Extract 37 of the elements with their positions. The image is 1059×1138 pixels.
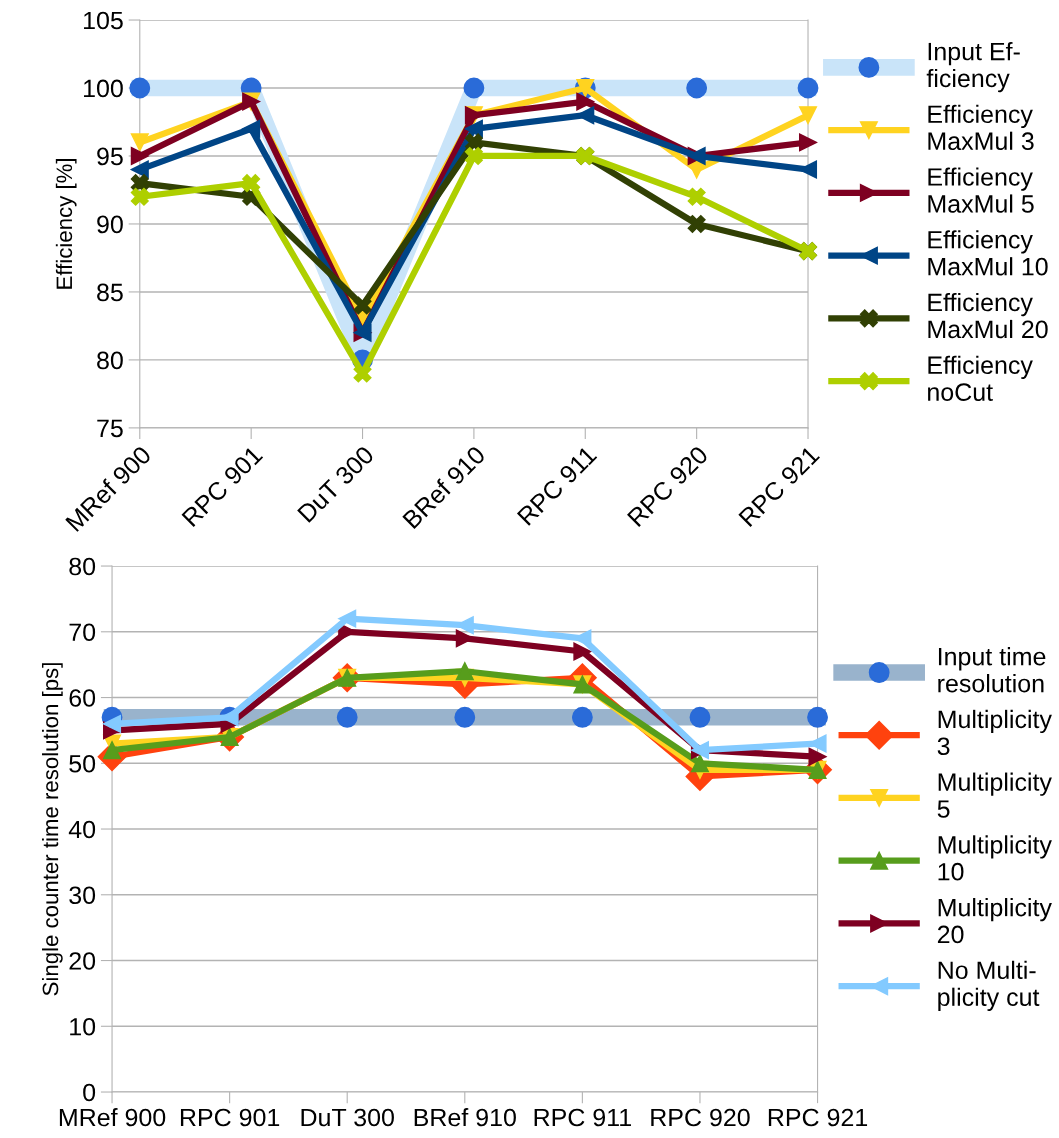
y-tick-label: 80	[97, 351, 123, 370]
x-tick-label: BRef 910	[414, 1108, 516, 1127]
legend-label: Efficiency noCut	[928, 355, 1033, 401]
legend-label: Multiplicity 3	[937, 709, 1052, 756]
y-tick-label: 10	[70, 1017, 96, 1036]
y-tick-label: 80	[69, 557, 96, 576]
y-axis-title: Efficiency [%]	[55, 159, 77, 289]
y-tick-label: 30	[69, 886, 96, 905]
legend-label: Multiplicity 20	[937, 898, 1052, 944]
y-tick-label: 50	[69, 754, 96, 773]
x-tick-label: RPC 911	[534, 1108, 631, 1127]
legend-label: Efficiency MaxMul 20	[928, 292, 1048, 339]
x-tick-label: RPC 920	[651, 1108, 750, 1127]
legend-label: Efficiency MaxMul 5	[928, 167, 1034, 213]
legend-label: Efficiency MaxMul 10	[928, 230, 1048, 276]
y-tick-label: 40	[68, 820, 96, 839]
y-tick-label: 90	[97, 215, 123, 234]
y-tick-label: 20	[69, 952, 96, 970]
y-tick-label: 95	[97, 147, 123, 166]
legend-label: Multiplicity 5	[937, 772, 1052, 818]
x-tick-label: DuT 300	[301, 1108, 394, 1127]
y-tick-label: 70	[69, 623, 96, 642]
x-tick-label: RPC 901	[180, 1108, 280, 1127]
legend-label: Input Ef- ficiency	[926, 42, 1020, 93]
y-tick-label: 75	[97, 419, 123, 438]
y-tick-label: 0	[83, 1083, 96, 1102]
y-axis-title: Single counter time resolution [ps]	[41, 663, 63, 996]
y-tick-label: 105	[84, 11, 123, 30]
legend-label: No Multi- plicity cut	[938, 960, 1040, 1011]
y-tick-label: 60	[69, 689, 96, 707]
legend-label: Multiplicity 10	[938, 835, 1052, 881]
legend-label: Efficiency MaxMul 3	[928, 104, 1034, 151]
y-tick-label: 100	[84, 79, 123, 98]
x-tick-label: RPC 921	[768, 1108, 868, 1127]
y-tick-label: 85	[97, 283, 123, 302]
x-tick-label: MRef 900	[59, 1108, 166, 1127]
legend-label: Input time resolution	[938, 647, 1046, 693]
